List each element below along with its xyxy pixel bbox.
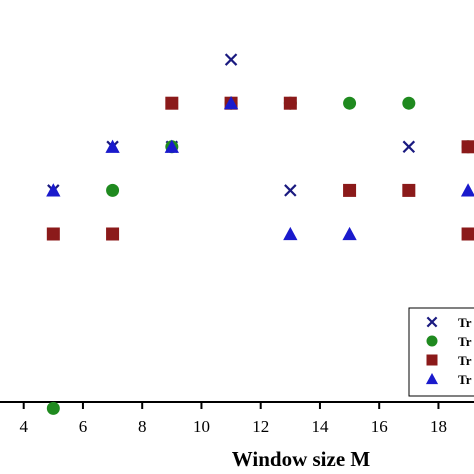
legend-label: Tr [458, 334, 472, 349]
x-tick-label: 12 [252, 417, 269, 436]
x-tick-label: 8 [138, 417, 147, 436]
circle-point [106, 183, 120, 197]
legend: Tr Tr Tr Tr [408, 307, 474, 397]
legend-box [408, 307, 474, 397]
circle-point [402, 96, 416, 110]
square-point [283, 96, 297, 110]
x-axis-title: Window size M [232, 447, 371, 471]
triangle-point [460, 183, 474, 197]
legend-marker-square [426, 354, 438, 366]
legend-label: Tr [458, 315, 472, 330]
x-tick-label: 6 [79, 417, 88, 436]
square-point [461, 140, 474, 154]
legend-marker-x [426, 316, 438, 328]
square-point [343, 183, 357, 197]
legend-marker-triangle [425, 372, 439, 385]
x-tick-label: 16 [371, 417, 388, 436]
legend-label: Tr [458, 372, 472, 387]
square-point [46, 227, 60, 241]
square-point [402, 183, 416, 197]
square-point [165, 96, 179, 110]
triangle-point [283, 226, 298, 241]
x-tick-label: 14 [311, 417, 329, 436]
triangle-point [342, 226, 357, 241]
circle-point [343, 96, 357, 110]
x-point [224, 53, 238, 66]
series-x [47, 53, 416, 197]
triangle-point [223, 96, 239, 110]
triangle-point [105, 139, 120, 153]
square-point [106, 227, 120, 241]
legend-label: Tr [458, 353, 472, 368]
legend-marker-circle [426, 335, 438, 347]
circle-point [46, 401, 60, 415]
triangle-point [164, 139, 179, 153]
x-point [284, 184, 297, 197]
x-tick-label: 10 [193, 417, 210, 436]
x-tick-label: 18 [430, 417, 447, 436]
triangle-point [46, 183, 61, 197]
x-point [402, 140, 416, 154]
square-point [461, 227, 474, 241]
x-axis-ticks: 4 6 8 10 12 14 16 18 [19, 402, 447, 436]
x-tick-label: 4 [19, 417, 28, 436]
data-markers [46, 53, 474, 415]
series-triangle [46, 96, 474, 241]
series-square [46, 96, 474, 241]
